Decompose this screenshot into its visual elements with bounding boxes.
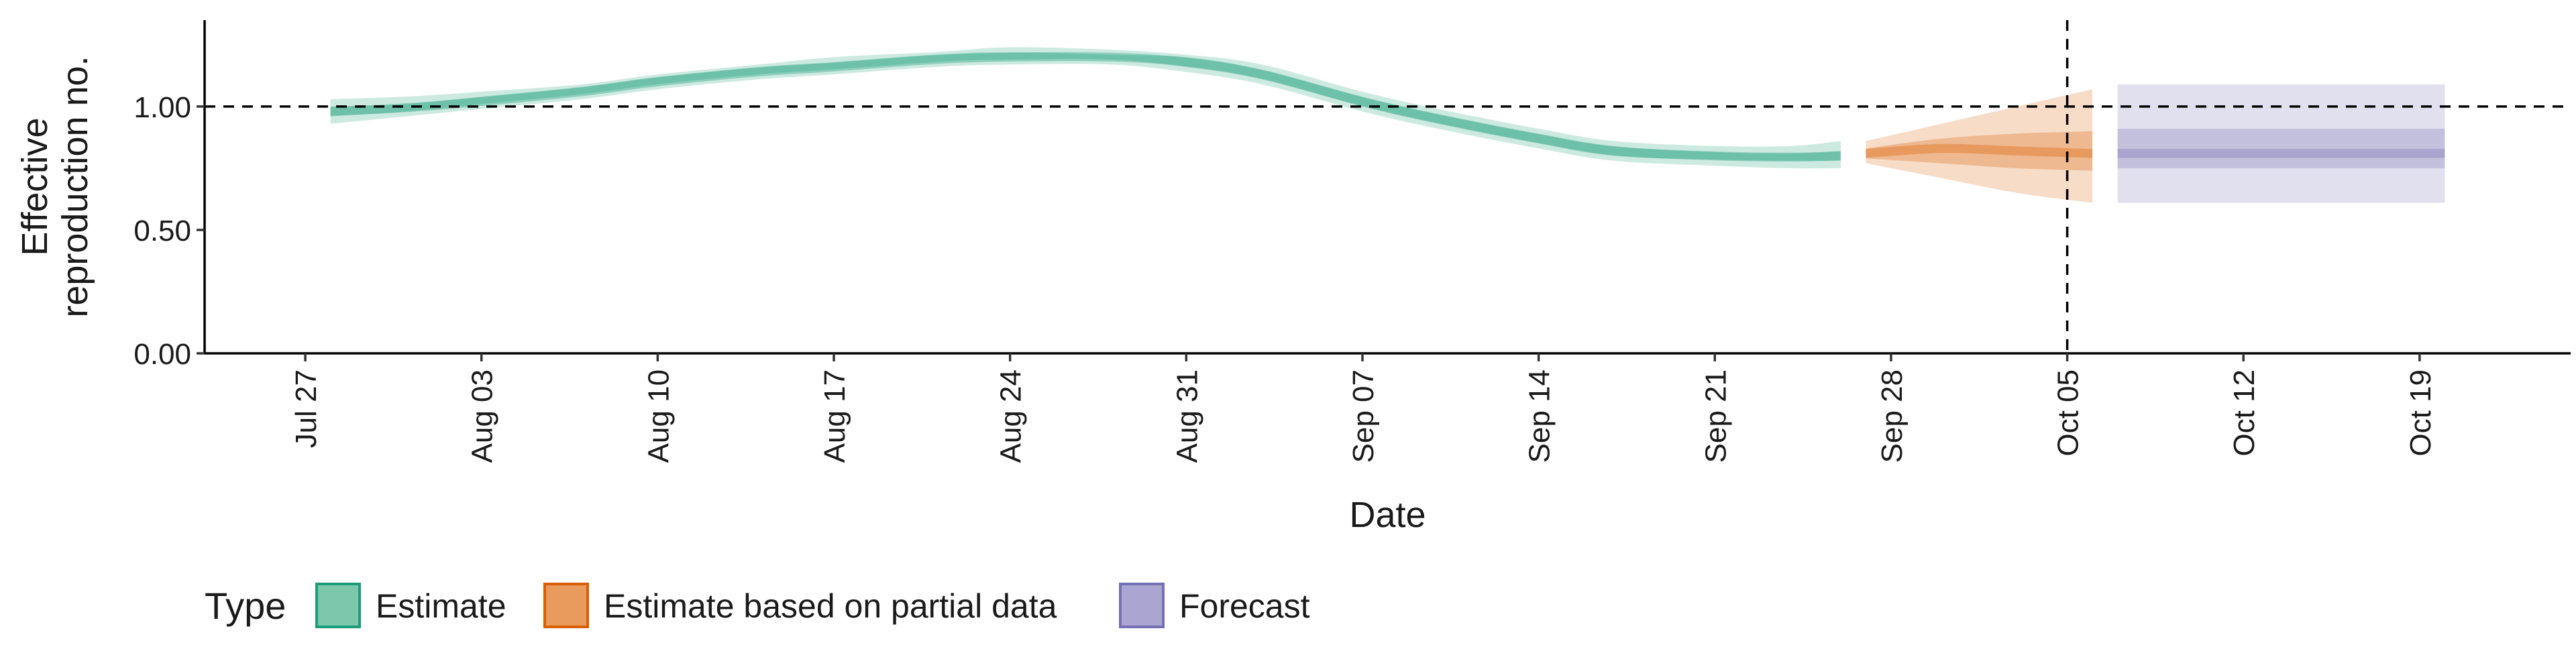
estimate-median-band — [330, 52, 1841, 162]
forecast-band-90 — [2117, 84, 2445, 203]
legend-title: Type — [205, 585, 286, 627]
x-tick-label: Aug 17 — [818, 369, 851, 463]
x-tick-label: Aug 03 — [466, 369, 499, 463]
legend-swatch-estimate — [315, 583, 361, 628]
estimate-based-on-partial-data-median-band — [1866, 143, 2093, 158]
bands-layer — [330, 47, 2445, 203]
x-tick-label: Aug 24 — [995, 369, 1028, 463]
estimate-based-on-partial-data-band-90 — [1866, 89, 2093, 203]
x-tick-label: Sep 21 — [1699, 369, 1732, 463]
estimate-based-on-partial-data-band-50 — [1866, 131, 2093, 171]
legend-label-estimate-based-on-partial-data: Estimate based on partial data — [604, 587, 1057, 625]
legend-label-forecast: Forecast — [1179, 587, 1310, 625]
forecast-median-band — [2117, 149, 2445, 158]
y-tick-label: 0.50 — [133, 215, 191, 247]
axes-layer: 0.00 0.50 1.00 Jul 27 Aug 03 Aug 10 Aug 17 Aug … — [15, 20, 2571, 535]
x-tick-label: Aug 10 — [642, 369, 675, 463]
x-tick-label: Aug 31 — [1171, 369, 1203, 463]
legend-swatch-forecast — [1119, 583, 1165, 628]
legend-label-estimate: Estimate — [376, 587, 506, 625]
x-tick-label: Sep 28 — [1876, 369, 1909, 463]
x-tick-label: Oct 12 — [2228, 369, 2261, 457]
estimate-band-90 — [330, 47, 1841, 169]
legend-swatch-estimate-based-on-partial-data — [543, 583, 589, 628]
x-tick-label: Jul 27 — [290, 369, 323, 448]
y-axis-label-line: Effective — [15, 117, 55, 255]
x-tick-label: Sep 14 — [1523, 369, 1556, 463]
x-tick-label: Sep 07 — [1347, 369, 1380, 463]
legend: Type Estimate Estimate based on partial da… — [205, 583, 1310, 628]
forecast-band-50 — [2117, 128, 2445, 168]
y-axis-label-line: reproduction no. — [55, 56, 95, 317]
y-tick-label: 0.00 — [133, 338, 191, 371]
y-axis-label: Effectivereproduction no. — [15, 56, 95, 317]
x-tick-label: Oct 19 — [2404, 369, 2437, 457]
y-tick-label: 1.00 — [133, 91, 191, 124]
x-axis-label: Date — [1349, 495, 1426, 535]
x-tick-label: Oct 05 — [2052, 369, 2085, 457]
